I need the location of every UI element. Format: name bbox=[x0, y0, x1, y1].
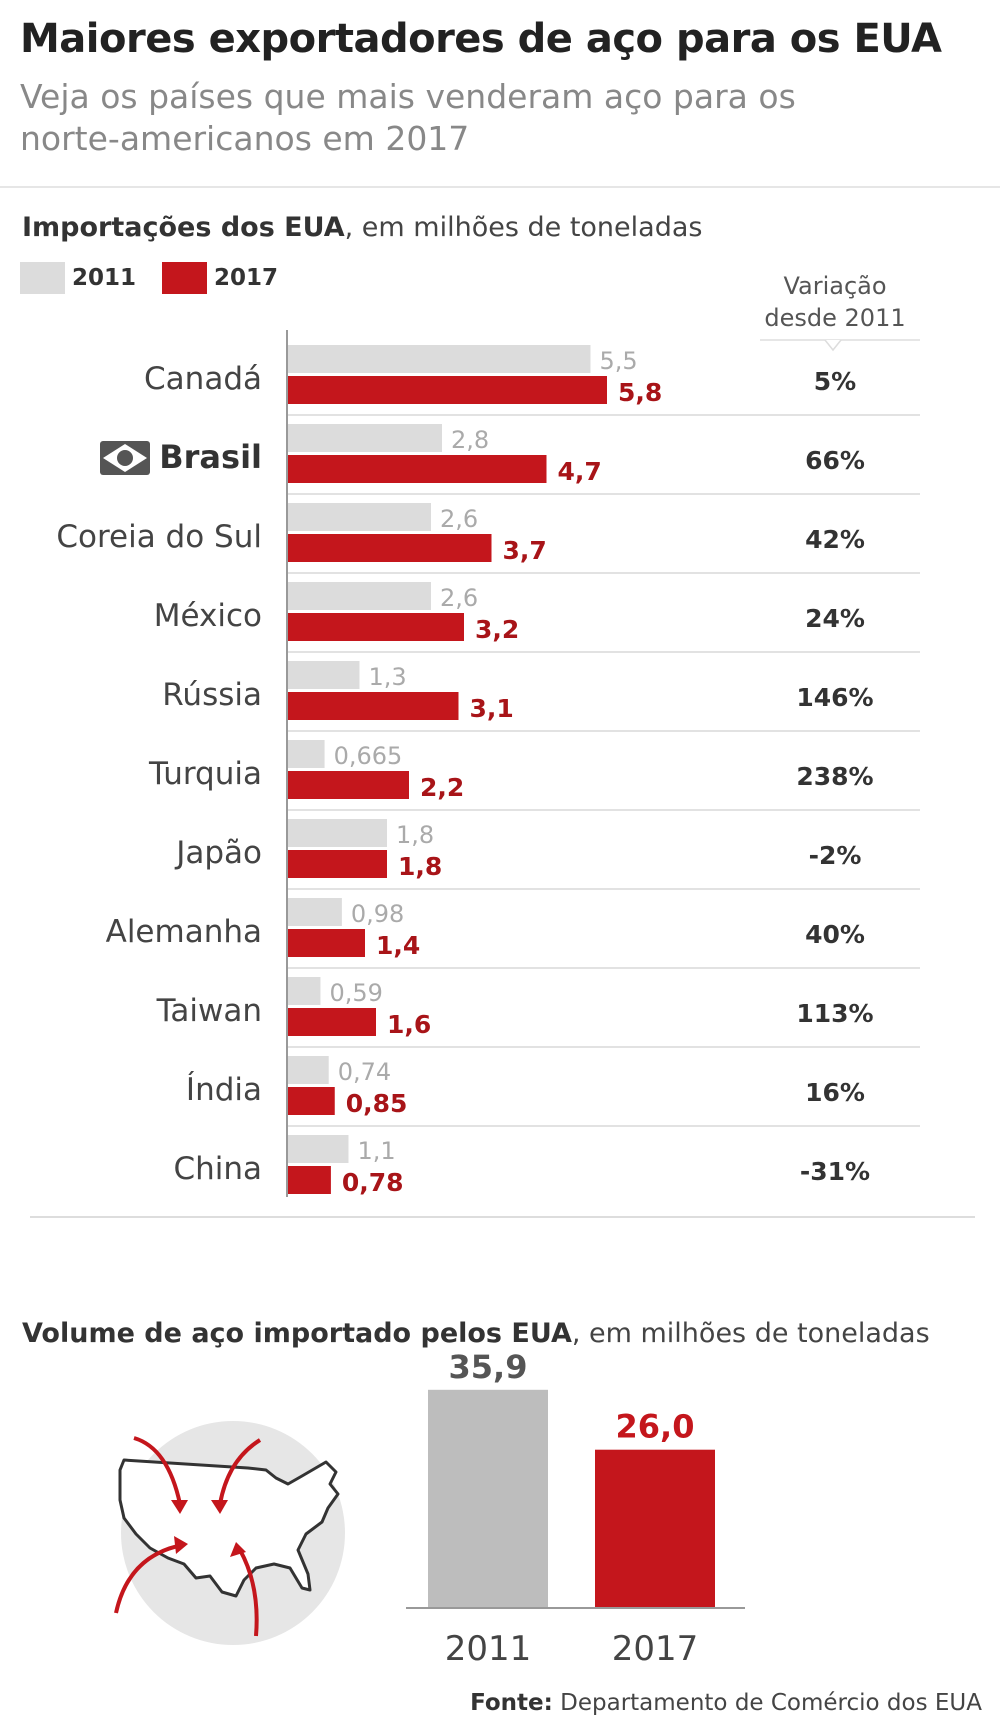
value-label-2017: 4,7 bbox=[558, 457, 602, 486]
bar-2017 bbox=[288, 771, 409, 799]
value-label-2017: 0,78 bbox=[342, 1168, 404, 1197]
variation-value: -31% bbox=[800, 1157, 870, 1186]
category-label: Brasil bbox=[159, 438, 262, 476]
volume-chart-title-bold: Volume de aço importado pelos EUA bbox=[22, 1318, 572, 1349]
bar-2011 bbox=[288, 582, 431, 610]
category-label: Japão bbox=[174, 835, 262, 871]
value-label-2011: 1,8 bbox=[396, 821, 434, 849]
brazil-flag-icon bbox=[100, 441, 150, 475]
bar-2017 bbox=[288, 613, 464, 641]
value-label-2017: 1,8 bbox=[398, 852, 442, 881]
category-label: Canadá bbox=[144, 361, 262, 397]
source-text: Departamento de Comércio dos EUA bbox=[560, 1690, 982, 1716]
volume-bar-2011 bbox=[428, 1389, 548, 1607]
variation-value: 5% bbox=[814, 367, 856, 396]
category-label: Índia bbox=[186, 1072, 262, 1108]
bar-2017 bbox=[288, 929, 365, 957]
value-label-2017: 5,8 bbox=[618, 378, 662, 407]
volume-value-label: 26,0 bbox=[616, 1408, 695, 1446]
bar-2017 bbox=[288, 850, 387, 878]
value-label-2011: 2,8 bbox=[451, 426, 489, 454]
chart-subtitle: Veja os países que mais venderam aço par… bbox=[20, 77, 796, 158]
bar-2011 bbox=[288, 740, 325, 768]
volume-year-label: 2017 bbox=[612, 1629, 699, 1669]
bar-2011 bbox=[288, 1135, 349, 1163]
value-label-2011: 0,74 bbox=[338, 1058, 391, 1086]
value-label-2011: 2,6 bbox=[440, 584, 478, 612]
bar-2017 bbox=[288, 534, 492, 562]
variation-value: 113% bbox=[796, 999, 873, 1028]
variation-header-pointer bbox=[824, 339, 842, 352]
category-label: México bbox=[154, 598, 262, 634]
value-label-2017: 1,6 bbox=[387, 1010, 431, 1039]
value-label-2017: 3,1 bbox=[470, 694, 514, 723]
volume-bar-2017 bbox=[595, 1449, 715, 1607]
variation-value: 24% bbox=[805, 604, 865, 633]
imports-chart-title: Importações dos EUA, em milhões de tonel… bbox=[22, 212, 702, 243]
legend-label-2017: 2017 bbox=[214, 265, 279, 291]
value-label-2017: 1,4 bbox=[376, 931, 420, 960]
bar-2017 bbox=[288, 1087, 335, 1115]
category-label: Taiwan bbox=[156, 993, 262, 1029]
value-label-2017: 0,85 bbox=[346, 1089, 408, 1118]
volume-bar-chart: 35,9 2011 26,0 2017 bbox=[406, 1348, 745, 1669]
variation-value: 42% bbox=[805, 525, 865, 554]
usa-map-icon bbox=[114, 1421, 345, 1645]
category-label: Alemanha bbox=[106, 914, 262, 950]
header-divider bbox=[0, 186, 1000, 188]
value-label-2011: 1,1 bbox=[358, 1137, 396, 1165]
volume-chart-title: Volume de aço importado pelos EUA, em mi… bbox=[22, 1318, 930, 1349]
bar-2017 bbox=[288, 692, 459, 720]
imports-bar-chart: 5,5 5,8 Canadá 5% 2,8 4,7 Brasil 66% 2,6 3,7 Corei… bbox=[30, 330, 975, 1218]
category-label: China bbox=[173, 1151, 262, 1187]
value-label-2011: 1,3 bbox=[369, 663, 407, 691]
bar-2011 bbox=[288, 898, 342, 926]
value-label-2011: 0,98 bbox=[351, 900, 404, 928]
bar-2017 bbox=[288, 1008, 376, 1036]
bar-2011 bbox=[288, 977, 321, 1005]
value-label-2011: 2,6 bbox=[440, 505, 478, 533]
variation-value: 238% bbox=[796, 762, 873, 791]
bar-2017 bbox=[288, 455, 547, 483]
value-label-2011: 0,665 bbox=[334, 742, 403, 770]
legend-swatch-2011 bbox=[20, 262, 65, 294]
bar-2011 bbox=[288, 661, 360, 689]
imports-chart-title-bold: Importações dos EUA bbox=[22, 212, 345, 243]
variation-value: 66% bbox=[805, 446, 865, 475]
variation-value: 16% bbox=[805, 1078, 865, 1107]
volume-value-label: 35,9 bbox=[449, 1348, 528, 1386]
value-label-2017: 3,2 bbox=[475, 615, 519, 644]
legend-label-2011: 2011 bbox=[72, 265, 137, 291]
bar-2011 bbox=[288, 1056, 329, 1084]
category-label: Coreia do Sul bbox=[56, 519, 262, 555]
variation-value: -2% bbox=[809, 841, 862, 870]
source-note: Fonte: Departamento de Comércio dos EUA bbox=[470, 1690, 982, 1716]
value-label-2017: 2,2 bbox=[420, 773, 464, 802]
chart-title: Maiores exportadores de aço para os EUA bbox=[20, 16, 942, 62]
source-label: Fonte: bbox=[470, 1690, 553, 1716]
category-label: Rússia bbox=[162, 677, 262, 713]
value-label-2017: 3,7 bbox=[503, 536, 547, 565]
category-label: Turquia bbox=[148, 756, 262, 792]
volume-chart-title-rest: , em milhões de toneladas bbox=[571, 1318, 930, 1349]
bar-2011 bbox=[288, 424, 442, 452]
imports-chart-title-rest: , em milhões de toneladas bbox=[344, 212, 703, 243]
bar-2011 bbox=[288, 503, 431, 531]
variation-value: 40% bbox=[805, 920, 865, 949]
bar-2017 bbox=[288, 376, 607, 404]
bar-2011 bbox=[288, 345, 591, 373]
value-label-2011: 0,59 bbox=[329, 979, 382, 1007]
volume-year-label: 2011 bbox=[445, 1629, 532, 1669]
bar-2011 bbox=[288, 819, 387, 847]
legend-swatch-2017 bbox=[162, 262, 207, 294]
bar-2017 bbox=[288, 1166, 331, 1194]
variation-value: 146% bbox=[796, 683, 873, 712]
value-label-2011: 5,5 bbox=[600, 347, 638, 375]
variation-column-header: Variação desde 2011 bbox=[764, 272, 906, 332]
